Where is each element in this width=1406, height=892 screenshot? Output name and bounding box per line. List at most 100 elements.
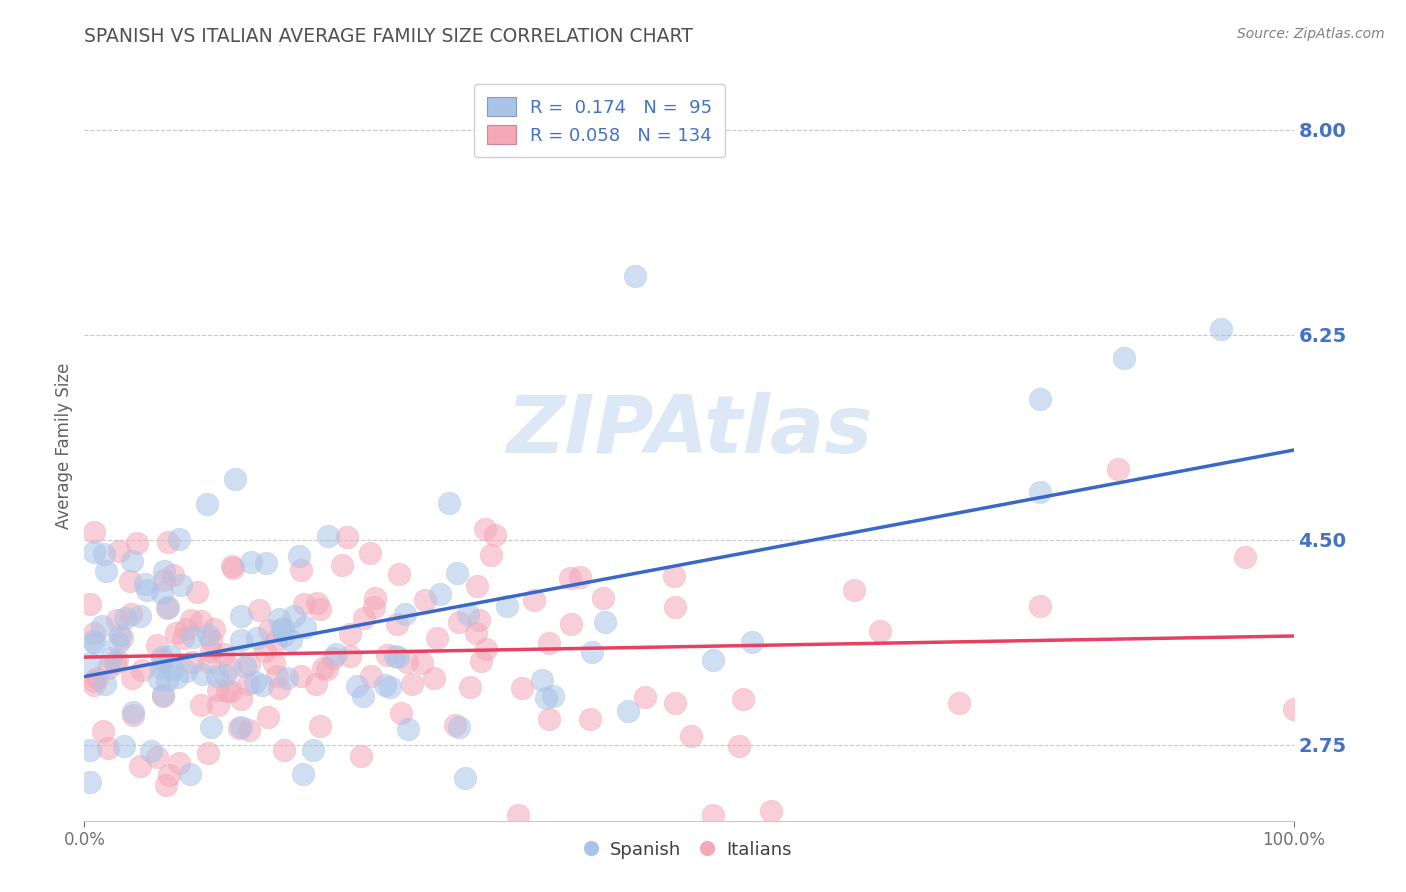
Point [136, 582, 159, 597]
Point [200, 633, 222, 648]
Point [83, 673, 105, 688]
Y-axis label: Average Family Size: Average Family Size [55, 363, 73, 529]
Point [134, 577, 156, 591]
Point [97, 741, 120, 756]
Point [325, 647, 347, 661]
Point [82, 634, 104, 648]
Point [290, 669, 312, 683]
Point [728, 739, 751, 754]
Point [538, 636, 561, 650]
Point [104, 656, 127, 670]
Point [360, 669, 382, 683]
Point [558, 571, 581, 585]
Point [256, 710, 278, 724]
Point [200, 720, 222, 734]
Point [152, 574, 174, 588]
Point [83, 524, 105, 539]
Point [457, 607, 479, 622]
Point [121, 708, 143, 723]
Point [330, 558, 353, 573]
Point [271, 622, 294, 636]
Point [238, 723, 260, 737]
Point [267, 612, 290, 626]
Point [125, 536, 148, 550]
Point [259, 624, 281, 638]
Point [128, 608, 150, 623]
Point [221, 559, 243, 574]
Point [97, 661, 120, 675]
Point [197, 746, 219, 760]
Point [273, 628, 295, 642]
Point [264, 633, 287, 648]
Point [315, 662, 337, 676]
Point [79, 597, 101, 611]
Point [191, 667, 214, 681]
Text: SPANISH VS ITALIAN AVERAGE FAMILY SIZE CORRELATION CHART: SPANISH VS ITALIAN AVERAGE FAMILY SIZE C… [84, 27, 693, 45]
Point [664, 696, 686, 710]
Point [157, 767, 180, 781]
Point [224, 472, 246, 486]
Point [534, 691, 557, 706]
Point [350, 748, 373, 763]
Point [86, 671, 108, 685]
Point [83, 677, 105, 691]
Point [198, 655, 221, 669]
Point [318, 529, 340, 543]
Point [446, 566, 468, 581]
Point [157, 600, 180, 615]
Point [364, 591, 387, 605]
Point [702, 807, 724, 822]
Point [271, 621, 294, 635]
Point [359, 546, 381, 560]
Point [114, 611, 136, 625]
Point [581, 645, 603, 659]
Point [312, 661, 335, 675]
Point [180, 613, 202, 627]
Point [107, 635, 129, 649]
Point [120, 607, 142, 621]
Point [221, 683, 243, 698]
Point [195, 497, 218, 511]
Point [79, 743, 101, 757]
Point [112, 739, 135, 753]
Point [152, 688, 174, 702]
Point [239, 556, 262, 570]
Point [346, 679, 368, 693]
Point [411, 656, 433, 670]
Point [246, 631, 269, 645]
Point [190, 614, 212, 628]
Point [94, 564, 117, 578]
Point [162, 568, 184, 582]
Point [510, 681, 533, 696]
Point [176, 622, 198, 636]
Point [238, 657, 260, 672]
Point [1029, 485, 1052, 500]
Point [523, 593, 546, 607]
Point [167, 756, 190, 771]
Point [83, 545, 105, 559]
Point [702, 653, 724, 667]
Point [148, 673, 170, 687]
Point [479, 548, 502, 562]
Point [1114, 351, 1136, 366]
Point [139, 744, 162, 758]
Point [374, 678, 396, 692]
Point [174, 664, 197, 678]
Point [465, 579, 488, 593]
Point [449, 615, 471, 630]
Point [82, 840, 104, 855]
Point [339, 627, 361, 641]
Point [336, 530, 359, 544]
Point [267, 681, 290, 695]
Point [305, 677, 328, 691]
Point [437, 496, 460, 510]
Point [464, 625, 486, 640]
Point [679, 730, 702, 744]
Point [474, 522, 496, 536]
Point [121, 671, 143, 685]
Point [202, 622, 225, 636]
Point [761, 804, 783, 818]
Point [1282, 701, 1305, 715]
Legend: Spanish, Italians: Spanish, Italians [578, 831, 800, 868]
Point [165, 626, 187, 640]
